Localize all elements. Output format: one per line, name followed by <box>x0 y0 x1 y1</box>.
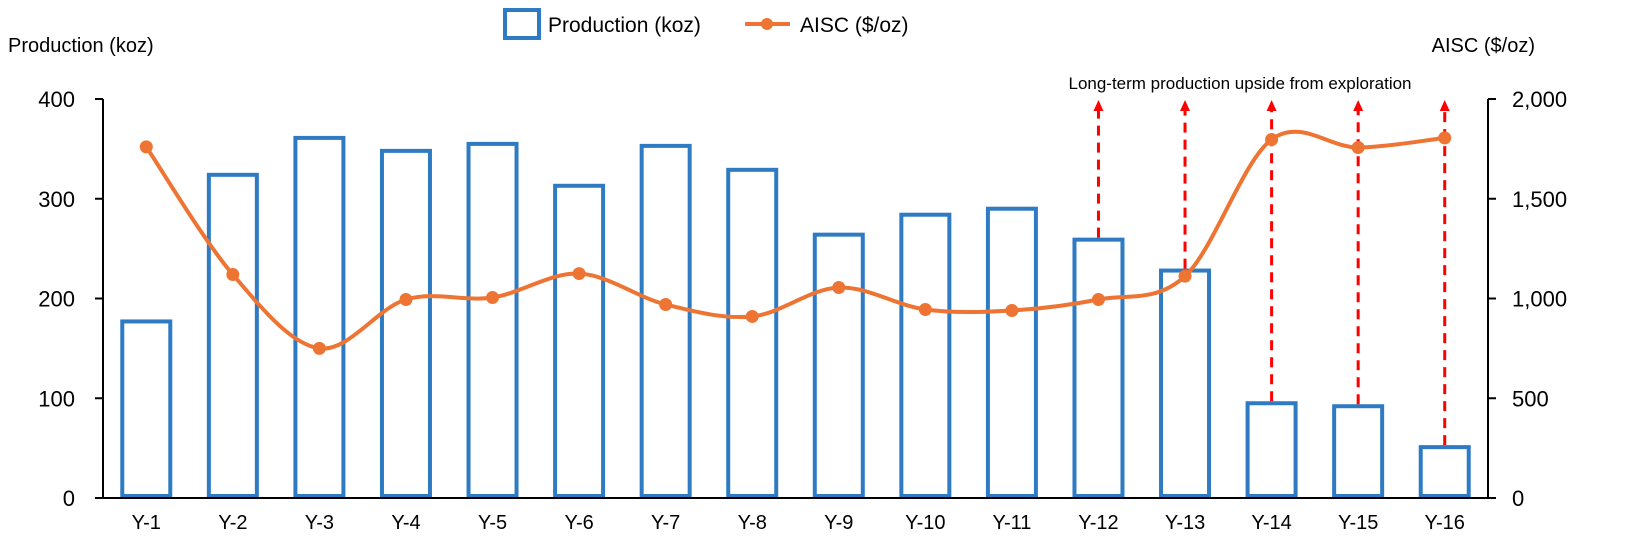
aisc-point-Y-3 <box>312 341 326 355</box>
x-tick-label: Y-9 <box>824 512 853 534</box>
legend: Production (koz) AISC ($/oz) <box>503 8 909 40</box>
arrowhead-Y-14 <box>1266 100 1277 111</box>
x-tick-label: Y-4 <box>391 512 420 534</box>
aisc-point-Y-9 <box>832 281 846 295</box>
x-tick-label: Y-11 <box>992 512 1031 534</box>
bar-Y-14 <box>1245 401 1298 498</box>
bar-Y-1 <box>120 319 173 498</box>
aisc-point-Y-7 <box>659 297 673 311</box>
bar-Y-12 <box>1072 237 1125 499</box>
bar-Y-9 <box>812 232 865 498</box>
aisc-point-Y-10 <box>918 302 932 316</box>
right-tick-label: 0 <box>1512 486 1524 511</box>
annotation-text: Long-term production upside from explora… <box>1068 74 1411 93</box>
left-axis-title: Production (koz) <box>8 35 154 57</box>
bar-Y-10 <box>899 212 952 499</box>
x-tick-label: Y-6 <box>564 512 593 534</box>
bar-Y-6 <box>553 183 606 498</box>
x-tick-label: Y-12 <box>1078 512 1118 534</box>
legend-line-label: AISC ($/oz) <box>800 14 909 37</box>
aisc-point-Y-2 <box>226 268 240 282</box>
aisc-point-Y-15 <box>1351 140 1365 154</box>
right-axis-title: AISC ($/oz) <box>1432 35 1535 57</box>
aisc-point-Y-5 <box>486 291 500 305</box>
aisc-line <box>144 129 1445 351</box>
x-tick-label: Y-3 <box>305 512 334 534</box>
bar-Y-3 <box>293 135 346 498</box>
legend-line-marker <box>761 18 773 30</box>
left-tick-label: 100 <box>38 386 75 411</box>
x-tick-label: Y-5 <box>478 512 507 534</box>
x-tick-label: Y-2 <box>218 512 247 534</box>
left-tick-label: 0 <box>63 486 75 511</box>
bar-Y-11 <box>985 206 1038 498</box>
x-tick-label: Y-1 <box>132 512 161 534</box>
aisc-point-Y-1 <box>139 140 153 154</box>
left-tick-label: 400 <box>38 87 75 112</box>
aisc-point-Y-13 <box>1178 269 1192 283</box>
legend-bar-label: Production (koz) <box>548 14 701 37</box>
bar-Y-4 <box>379 148 432 498</box>
arrowhead-Y-16 <box>1439 100 1450 111</box>
aisc-point-Y-6 <box>572 267 586 281</box>
x-tick-label: Y-15 <box>1338 512 1378 534</box>
x-tick-label: Y-13 <box>1165 512 1205 534</box>
bar-Y-2 <box>206 172 259 498</box>
right-tick-label: 1,000 <box>1512 287 1567 312</box>
x-tick-label: Y-7 <box>651 512 680 534</box>
bar-Y-7 <box>639 143 692 498</box>
x-tick-label: Y-8 <box>738 512 767 534</box>
right-tick-label: 500 <box>1512 386 1549 411</box>
left-tick-label: 200 <box>38 287 75 312</box>
arrowhead-Y-12 <box>1093 100 1104 111</box>
aisc-point-Y-12 <box>1091 292 1105 306</box>
x-tick-label: Y-16 <box>1425 512 1465 534</box>
bar-Y-5 <box>466 141 519 498</box>
x-tick-label: Y-14 <box>1251 512 1291 534</box>
bar-Y-16 <box>1418 445 1471 499</box>
legend-bar-swatch <box>503 8 541 40</box>
left-tick-label: 300 <box>38 187 75 212</box>
aisc-point-Y-4 <box>399 292 413 306</box>
aisc-point-Y-14 <box>1265 132 1279 146</box>
x-tick-label: Y-10 <box>905 512 945 534</box>
aisc-point-Y-16 <box>1438 131 1452 145</box>
arrowhead-Y-13 <box>1180 100 1191 111</box>
arrowhead-Y-15 <box>1353 100 1364 111</box>
bar-Y-15 <box>1332 404 1385 499</box>
bar-Y-13 <box>1159 268 1212 498</box>
aisc-point-Y-8 <box>745 309 759 323</box>
right-tick-label: 2,000 <box>1512 87 1567 112</box>
bar-Y-8 <box>726 167 779 498</box>
aisc-point-Y-11 <box>1005 303 1019 317</box>
right-tick-label: 1,500 <box>1512 187 1567 212</box>
